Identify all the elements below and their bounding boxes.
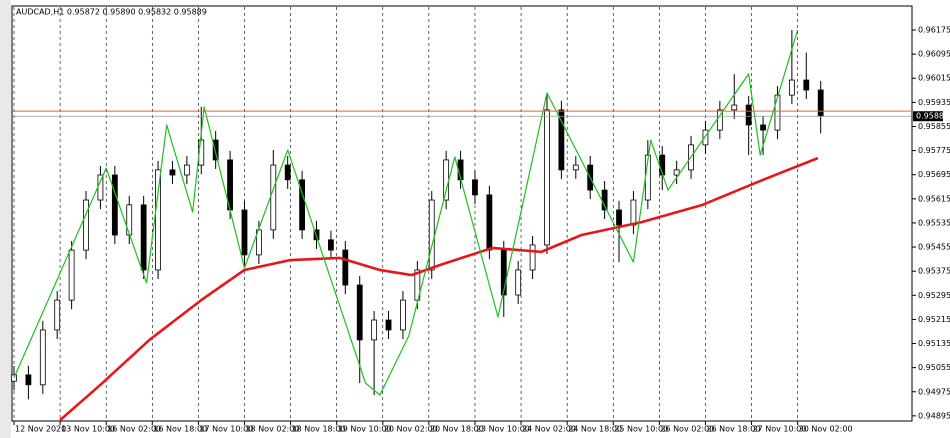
x-tick-label: 13 Nov 10:00 — [61, 425, 115, 434]
candle-body — [299, 179, 306, 231]
candle-body — [774, 94, 781, 131]
y-tick-label: 0.95615 — [918, 194, 950, 203]
x-tick-label: 20 Nov 02:00 — [384, 425, 438, 434]
candle-body — [788, 79, 795, 96]
x-tick-label: 30 Nov 02:00 — [799, 425, 853, 434]
plot-frame — [11, 5, 913, 422]
candle-body — [731, 104, 738, 111]
y-tick-label: 0.96015 — [918, 74, 950, 83]
candle-body — [68, 249, 75, 301]
price-tag-label: 0.95889 — [916, 112, 949, 121]
y-tick-label: 0.95695 — [918, 170, 950, 179]
candle-body — [25, 374, 32, 386]
candle-body — [169, 169, 176, 176]
candle-body — [241, 209, 248, 256]
x-tick-label: 20 Nov 18:00 — [430, 425, 484, 434]
price-tag — [913, 111, 943, 122]
y-tick-label: 0.95215 — [918, 315, 950, 324]
y-tick-label: 0.96095 — [918, 50, 950, 59]
candle-body — [760, 124, 766, 131]
y-tick-label: 0.94895 — [918, 411, 950, 420]
candle-body — [472, 179, 478, 196]
candle-body — [155, 169, 161, 271]
candle-body — [342, 249, 349, 286]
candle-body — [803, 79, 810, 91]
candle-body — [97, 174, 104, 201]
candle-body — [39, 329, 46, 386]
candle-body — [284, 164, 291, 181]
candle-body — [745, 104, 752, 126]
side-panel — [0, 0, 11, 438]
y-tick-label: 0.95455 — [918, 243, 950, 252]
candle-body — [183, 164, 190, 176]
candle-body — [486, 194, 493, 251]
zigzag — [13, 29, 799, 396]
y-tick-label: 0.95055 — [918, 363, 950, 372]
y-tick-label: 0.94975 — [918, 387, 950, 396]
y-tick-label: 0.95375 — [918, 267, 950, 276]
candle-body — [212, 139, 219, 161]
candle-body — [111, 174, 118, 236]
candle-body — [572, 164, 579, 171]
x-tick-label: 24 Nov 18:00 — [568, 425, 622, 434]
x-tick-label: 18 Nov 18:00 — [292, 425, 346, 434]
candle-body — [529, 244, 536, 271]
candle-body — [558, 109, 565, 171]
y-tick-label: 0.95295 — [918, 291, 950, 300]
x-tick-label: 16 Nov 02:00 — [107, 425, 161, 434]
x-tick-label: 26 Nov 18:00 — [706, 425, 760, 434]
x-tick-label: 25 Nov 10:00 — [614, 425, 668, 434]
x-tick-label: 19 Nov 10:00 — [338, 425, 392, 434]
candle-body — [544, 109, 550, 246]
x-tick-label: 17 Nov 10:00 — [199, 425, 253, 434]
candle-body — [616, 209, 622, 226]
candle-body — [515, 269, 522, 296]
x-tick-label: 27 Nov 10:00 — [753, 425, 807, 434]
moving-average — [59, 156, 819, 422]
chart-title: AUDCAD,H1 0.95872 0.95890 0.95832 0.9588… — [16, 8, 207, 17]
x-tick-label: 12 Nov 2020 — [15, 425, 66, 434]
candle-body — [817, 89, 824, 117]
candle-body — [673, 169, 680, 176]
candle-body — [270, 164, 277, 231]
candle-body — [11, 374, 17, 382]
y-tick-label: 0.95775 — [918, 146, 950, 155]
y-tick-label: 0.95135 — [918, 339, 950, 348]
y-tick-label: 0.95535 — [918, 218, 950, 227]
candle-body — [328, 239, 334, 251]
x-tick-label: 16 Nov 18:00 — [153, 425, 207, 434]
candle-body — [385, 319, 392, 331]
candle-body — [702, 129, 709, 146]
candle-body — [54, 299, 61, 331]
x-tick-label: 24 Nov 02:00 — [522, 425, 576, 434]
candle-body — [356, 284, 363, 341]
candle-body — [83, 199, 89, 251]
candle-body — [140, 204, 147, 271]
x-tick-label: 26 Nov 02:00 — [660, 425, 714, 434]
y-tick-label: 0.95935 — [918, 98, 950, 107]
x-tick-label: 23 Nov 10:00 — [476, 425, 530, 434]
candle-body — [428, 199, 435, 271]
candle-body — [443, 159, 450, 201]
y-tick-label: 0.95855 — [918, 122, 950, 131]
candle-body — [400, 299, 406, 331]
x-tick-label: 18 Nov 02:00 — [245, 425, 299, 434]
y-tick-label: 0.96175 — [918, 26, 950, 35]
candle-body — [630, 199, 637, 226]
candle-body — [371, 319, 378, 341]
